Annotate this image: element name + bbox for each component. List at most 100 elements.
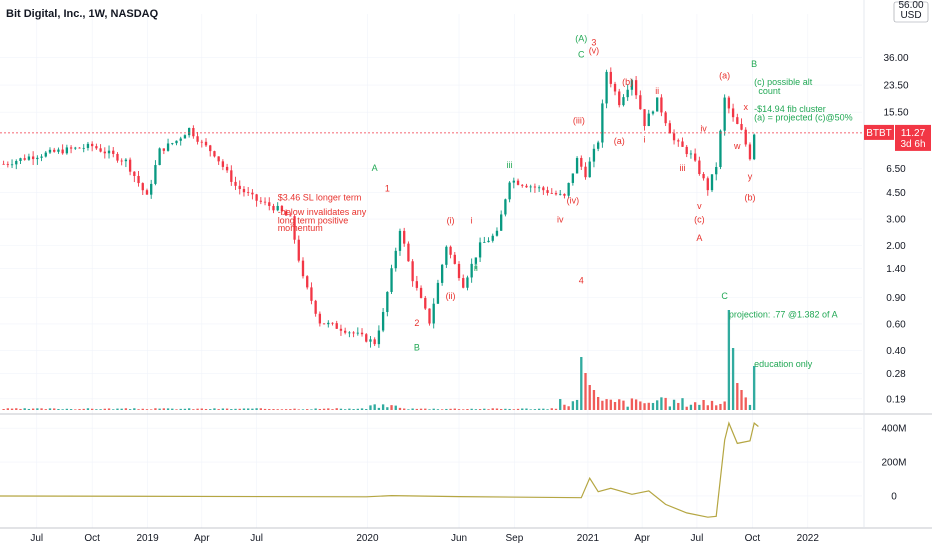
annotation-label: education only xyxy=(754,359,813,369)
volume-bar xyxy=(440,409,444,410)
candle-body xyxy=(103,151,106,154)
volume-bar xyxy=(154,408,157,410)
candle-body xyxy=(196,136,199,142)
volume-bar xyxy=(715,405,718,410)
candle-body xyxy=(634,80,638,96)
candle-body xyxy=(470,263,473,278)
volume-bar xyxy=(99,409,102,410)
candle-body xyxy=(238,185,241,190)
candle-body xyxy=(643,109,646,127)
annotation-label: C xyxy=(721,291,728,301)
volume-bar xyxy=(702,399,705,410)
candle-body xyxy=(171,143,174,144)
candle-body xyxy=(605,71,608,104)
candle-body xyxy=(310,287,313,301)
volume-bar xyxy=(74,409,77,410)
candle-body xyxy=(664,112,667,124)
volume-bar xyxy=(462,409,465,410)
volume-bar xyxy=(238,408,241,410)
candle-body xyxy=(289,215,292,217)
candle-body xyxy=(407,243,410,262)
date-tick-label: Sep xyxy=(506,533,524,544)
volume-bar xyxy=(563,404,566,410)
volume-bar xyxy=(740,390,743,410)
volume-bar xyxy=(622,400,625,410)
candle-body xyxy=(301,260,305,277)
volume-bar xyxy=(651,402,655,410)
candle-body xyxy=(69,147,73,149)
candle-body xyxy=(255,194,258,201)
candle-body xyxy=(453,254,456,264)
annotation-label: v xyxy=(697,201,702,211)
candle-body xyxy=(2,163,5,165)
volume-bar xyxy=(116,408,119,410)
candle-body xyxy=(744,129,747,145)
candle-body xyxy=(731,108,735,118)
volume-bar xyxy=(613,402,617,410)
price-tick-label: 0.90 xyxy=(886,293,906,304)
candle-body xyxy=(622,97,625,106)
candle-body xyxy=(588,161,591,178)
candle-body xyxy=(394,250,397,269)
candle-body xyxy=(580,157,583,167)
candle-body xyxy=(74,147,77,149)
candle-body xyxy=(432,303,435,324)
candle-body xyxy=(567,182,570,196)
volume-bar xyxy=(601,400,604,410)
volume-bar xyxy=(314,408,317,410)
candle-body xyxy=(500,214,503,231)
price-tick-label: 0.28 xyxy=(886,369,906,380)
currency-box[interactable] xyxy=(893,1,929,23)
annotation-label: (iii) xyxy=(573,116,585,126)
candle-body xyxy=(706,178,709,191)
volume-bar xyxy=(529,409,532,410)
volume-bar xyxy=(162,408,166,410)
volume-bar xyxy=(639,401,642,410)
volume-bar xyxy=(394,405,397,410)
volume-bar xyxy=(128,409,132,410)
volume-bar xyxy=(276,409,279,410)
candle-body xyxy=(263,201,267,203)
volume-bar xyxy=(107,408,111,410)
candle-body xyxy=(449,246,452,255)
volume-bar xyxy=(656,400,659,410)
volume-bar xyxy=(373,404,376,410)
volume-bar xyxy=(356,408,359,410)
candle-body xyxy=(175,140,178,144)
price-label-bg xyxy=(895,124,931,151)
volume-bar xyxy=(550,408,553,410)
volume-bar xyxy=(15,408,18,410)
date-tick-label: 2021 xyxy=(577,533,600,544)
volume-bar xyxy=(365,409,368,410)
candle-body xyxy=(508,182,511,200)
candle-body xyxy=(542,187,545,191)
annotation-label: y xyxy=(748,172,753,182)
candle-body xyxy=(440,264,444,283)
volume-bar xyxy=(145,409,149,410)
volume-bar xyxy=(95,409,98,410)
candle-body xyxy=(154,165,157,184)
volume-bar xyxy=(217,409,220,410)
volume-bar xyxy=(643,403,646,410)
candle-body xyxy=(681,141,684,147)
volume-bar xyxy=(137,409,140,410)
candle-body xyxy=(44,152,47,157)
volume-bar xyxy=(710,400,714,410)
volume-bar xyxy=(331,409,334,410)
volume-bar xyxy=(344,409,347,410)
candle-body xyxy=(116,153,119,161)
candle-body xyxy=(618,91,621,106)
candle-body xyxy=(276,205,279,211)
volume-bar xyxy=(196,408,199,410)
volume-bar xyxy=(626,406,629,410)
candle-body xyxy=(27,156,31,160)
candle-body xyxy=(651,111,655,114)
volume-bar xyxy=(247,408,250,410)
candle-body xyxy=(504,199,507,215)
candle-body xyxy=(225,166,229,171)
volume-bar xyxy=(65,408,69,410)
date-tick-label: Jul xyxy=(250,533,263,544)
date-tick-label: Apr xyxy=(194,533,210,544)
